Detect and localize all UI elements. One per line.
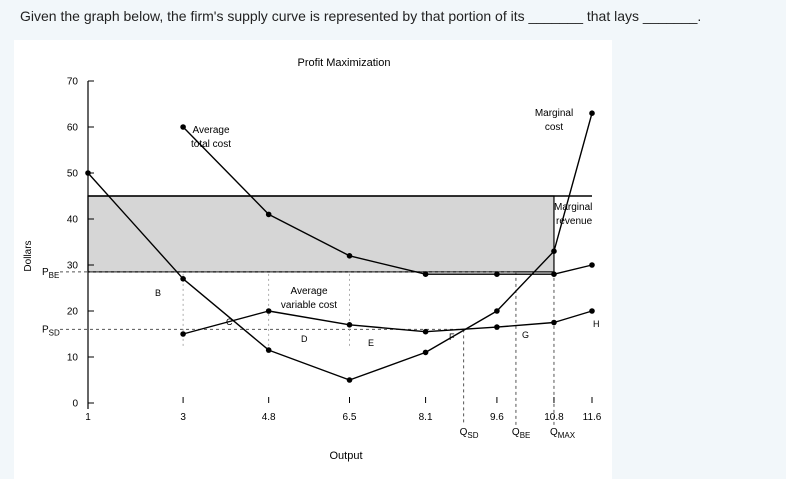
- average-variable-cost-label: variable cost: [281, 300, 337, 311]
- average-variable-cost-point: [180, 331, 186, 337]
- average-total-cost-label: total cost: [191, 139, 231, 150]
- marginal-cost-point: [422, 349, 429, 356]
- x-tick-label: 9.6: [490, 412, 504, 423]
- y-tick-label: 30: [67, 261, 79, 272]
- marginal-cost-point: [265, 347, 272, 353]
- point-label-g: G: [522, 330, 529, 340]
- point-label-b: B: [155, 288, 161, 298]
- point-label-h: H: [593, 319, 600, 329]
- p-be-label: PBE: [42, 267, 59, 280]
- marginal-cost-point: [346, 377, 353, 383]
- point-label-d: D: [301, 334, 308, 344]
- marginal-cost-point: [85, 170, 91, 176]
- average-variable-cost-point: [589, 308, 595, 314]
- q-max-label: QMAX: [550, 427, 576, 440]
- chart-svg: 0 10 20 30 40 50 60 70 1 3 4.8 6.5 8.1 9.6 10.8 11.6 Pr…: [23, 57, 602, 462]
- average-total-cost-point: [494, 271, 500, 277]
- average-total-cost-point: [422, 271, 429, 277]
- x-tick-label: 10.8: [544, 412, 564, 423]
- x-axis-title: Output: [329, 450, 362, 462]
- x-tick-label: 8.1: [419, 412, 433, 423]
- marginal-cost-point: [494, 308, 500, 314]
- profit-shaded-region: [87, 195, 555, 273]
- point-label-e: E: [368, 338, 374, 348]
- chart-title: Profit Maximization: [298, 57, 391, 69]
- profit-maximization-figure: 0 10 20 30 40 50 60 70 1 3 4.8 6.5 8.1 9.6 10.8 11.6 Pr…: [14, 40, 612, 479]
- y-tick-label: 0: [72, 399, 78, 410]
- x-tick-label: 1: [85, 412, 91, 423]
- y-tick-label: 10: [67, 353, 79, 364]
- average-total-cost-point: [180, 124, 186, 130]
- marginal-cost-point: [551, 248, 557, 254]
- marginal-revenue-label: Marginal: [554, 202, 592, 213]
- q-sd-label: QSD: [460, 427, 479, 440]
- point-label-f: F: [449, 332, 455, 342]
- marginal-cost-line: [87, 113, 593, 381]
- y-tick-label: 40: [67, 215, 79, 226]
- y-tick-label: 20: [67, 307, 79, 318]
- y-tick-label: 60: [67, 123, 79, 134]
- marginal-cost-point: [589, 110, 595, 116]
- marginal-cost-label: cost: [545, 122, 564, 133]
- average-total-cost-point: [346, 253, 353, 259]
- average-variable-cost-point: [265, 308, 272, 314]
- average-total-cost-point: [265, 211, 272, 218]
- question-text: Given the graph below, the firm's supply…: [20, 8, 702, 24]
- x-tick-label: 3: [180, 412, 186, 423]
- x-tick-label: 6.5: [343, 412, 357, 423]
- y-tick-label: 70: [67, 77, 79, 88]
- average-variable-cost-point: [551, 319, 557, 326]
- marginal-revenue-label: revenue: [556, 216, 593, 227]
- q-be-label: QBE: [512, 427, 530, 440]
- average-variable-cost-point: [494, 324, 500, 330]
- average-total-cost-point: [589, 262, 595, 268]
- average-variable-cost-point: [346, 322, 353, 328]
- y-tick-label: 50: [67, 169, 79, 180]
- marginal-cost-label: Marginal: [535, 108, 573, 119]
- average-variable-cost-point: [422, 328, 429, 335]
- point-label-c: C: [226, 317, 233, 327]
- x-tick-label: 11.6: [583, 412, 602, 423]
- x-tick-label: 4.8: [262, 412, 276, 423]
- p-sd-label: PSD: [42, 324, 60, 337]
- y-axis-title: Dollars: [23, 240, 34, 271]
- average-total-cost-point: [551, 271, 557, 277]
- average-variable-cost-label: Average: [290, 286, 328, 297]
- average-total-cost-label: Average: [192, 125, 230, 136]
- marginal-cost-point: [180, 276, 186, 282]
